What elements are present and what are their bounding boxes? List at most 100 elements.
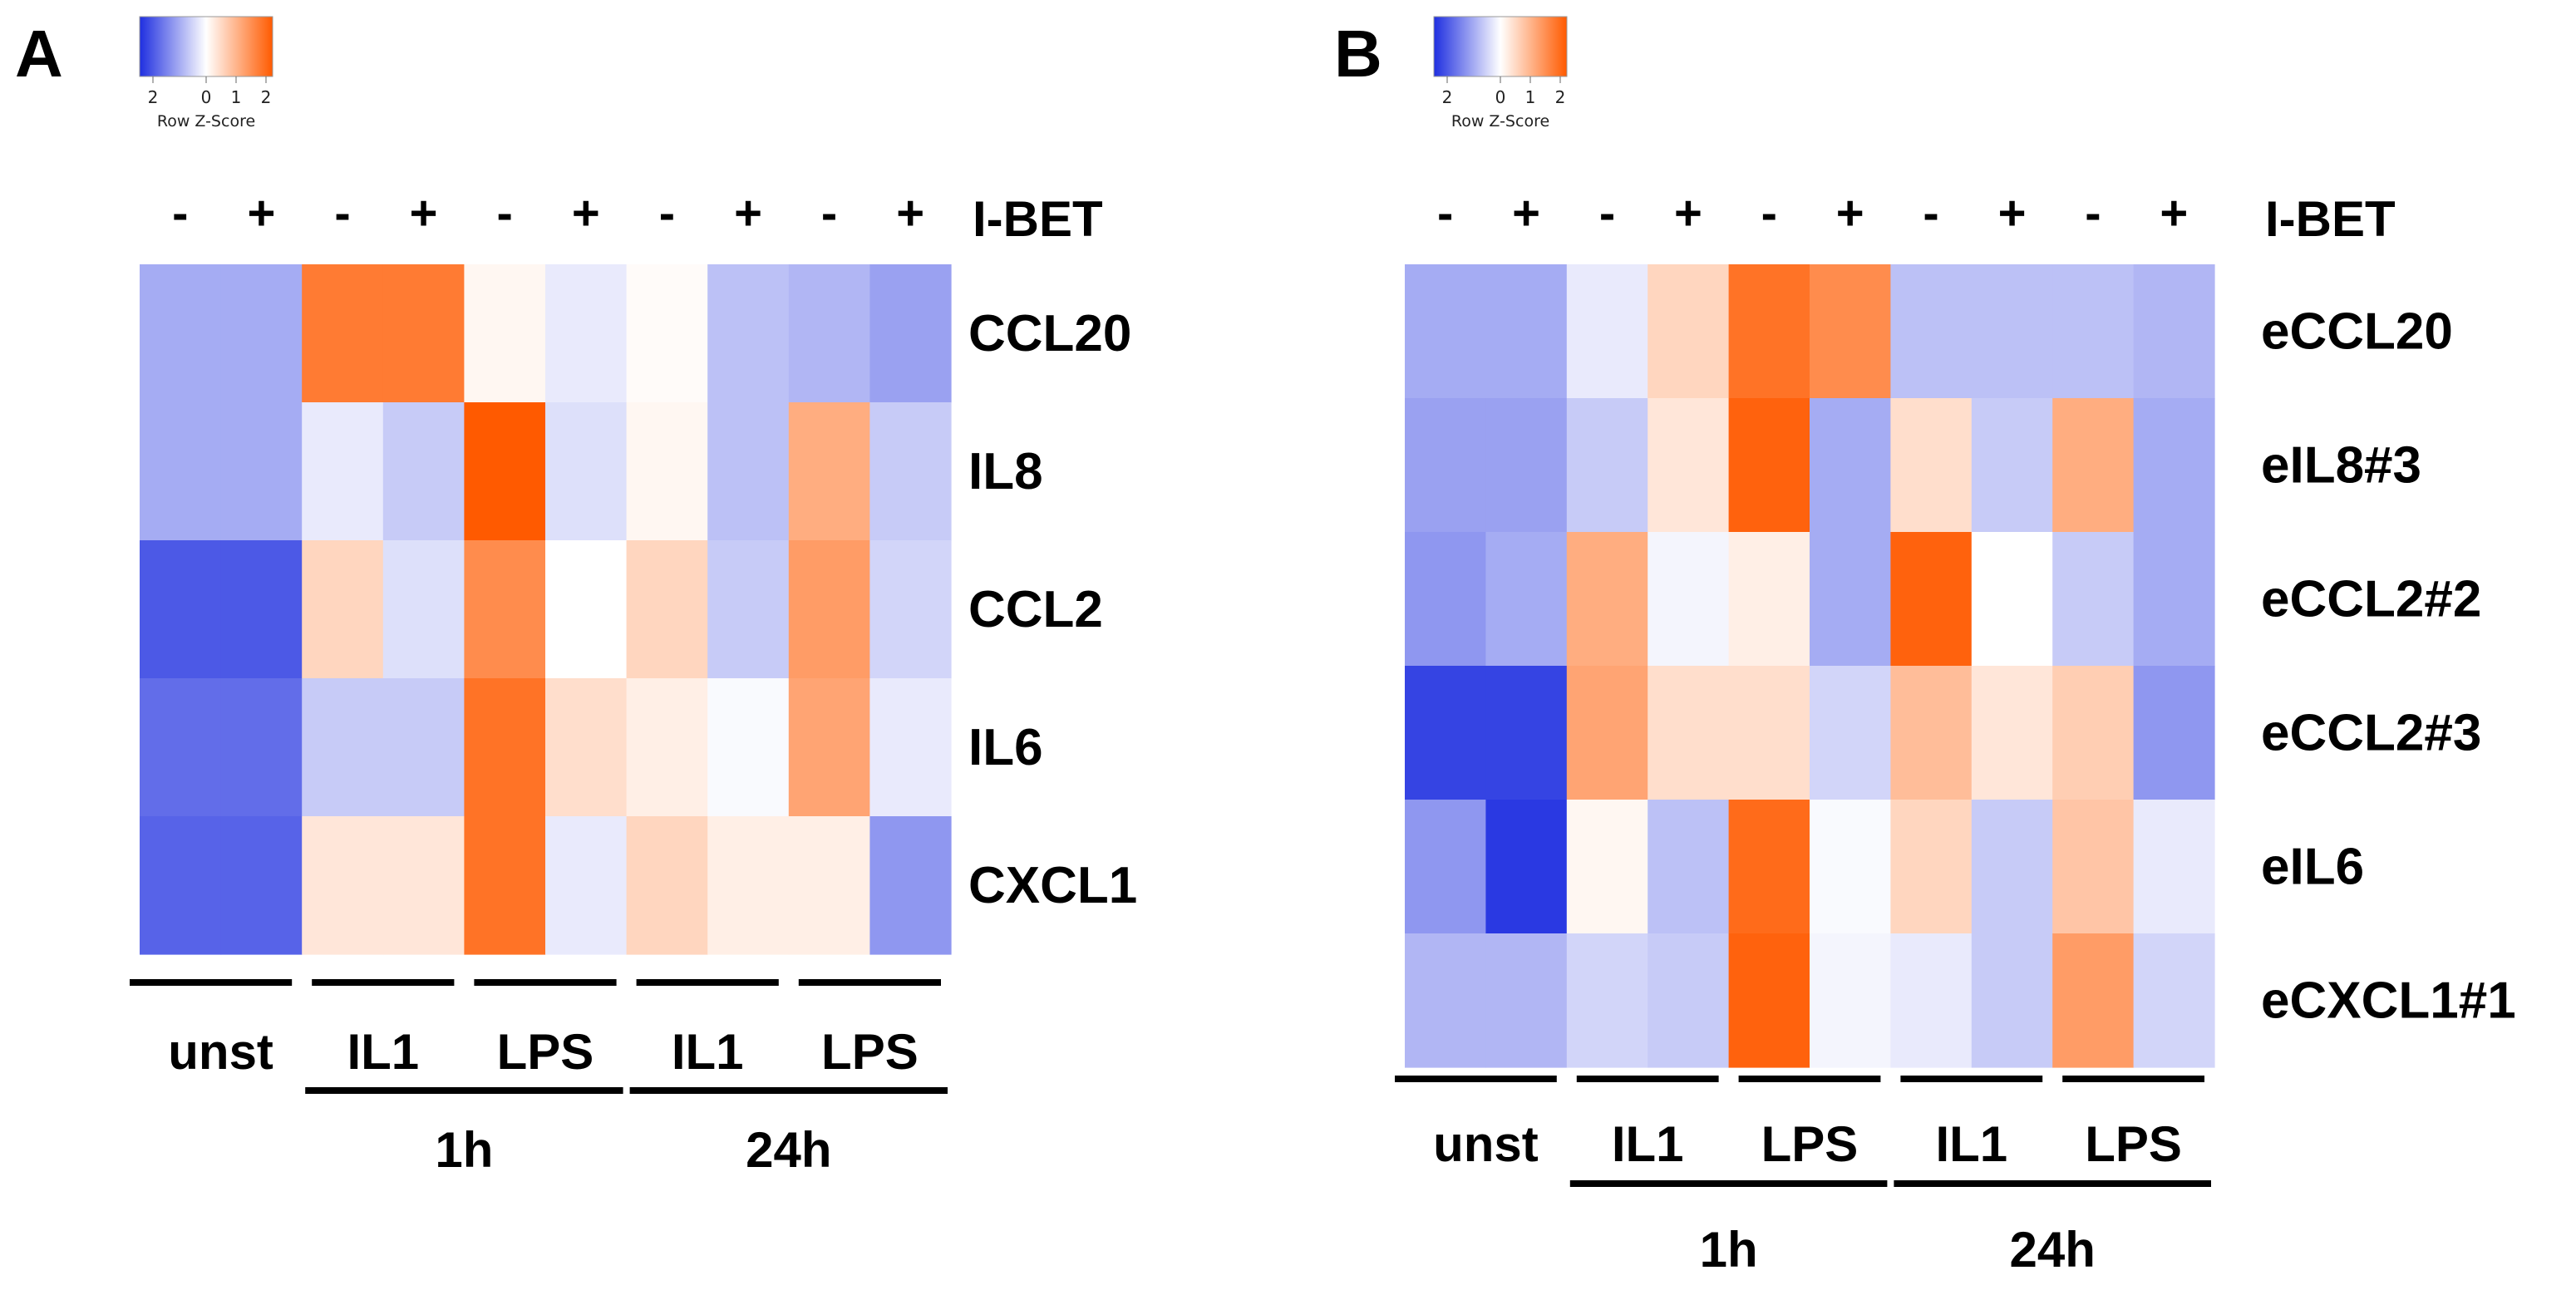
panel-a-cell: [302, 402, 384, 541]
panel-a-cell: [140, 402, 222, 541]
panel-b-cell: [1810, 532, 1891, 667]
panel-b-group-label: LPS: [2085, 1116, 2182, 1172]
panel-a-cell: [707, 678, 790, 817]
panel-a-treatment-sign: +: [572, 186, 600, 240]
panel-b-cell: [1810, 933, 1891, 1068]
panel-a-cell: [788, 264, 870, 403]
panel-b-row-labels: eCCL20 eIL8#3 eCCL2#2 eCCL2#3 eIL6 eCXCL1#1: [2261, 303, 2516, 1030]
panel-b-cell: [1405, 666, 1486, 800]
panel-a-treatment-sign: -: [821, 186, 837, 240]
panel-a-color-key-tick: 2: [261, 87, 272, 107]
panel-b-cell: [1648, 532, 1730, 667]
panel-a-treatment-sign: +: [410, 186, 438, 240]
panel-b-label: B: [1334, 17, 1382, 91]
panel-a-cell: [869, 540, 952, 679]
panel-b-treatment-sign: -: [1437, 186, 1453, 240]
panel-a-color-key-tick: 1: [231, 87, 242, 107]
panel-b-cell: [1566, 933, 1648, 1068]
panel-a-treatment-sign: -: [659, 186, 675, 240]
panel-a-color-key-tick: 0: [201, 87, 212, 107]
panel-a-cell: [382, 264, 465, 403]
panel-b-cell: [1971, 666, 2053, 800]
panel-a-treatment-label: I-BET: [973, 191, 1103, 247]
panel-b-cell: [1728, 800, 1810, 934]
panel-b-treatment-sign: +: [1836, 186, 1864, 240]
panel-b-group-label: IL1: [1612, 1116, 1684, 1172]
panel-b-cell: [2052, 532, 2135, 667]
panel-b-cell: [1648, 666, 1730, 800]
panel-a-cell: [140, 678, 222, 817]
panel-a-cell: [545, 402, 628, 541]
panel-a-cell: [464, 540, 546, 679]
panel-a-cell: [382, 540, 465, 679]
panel-b-row-label: eIL8#3: [2261, 437, 2421, 495]
panel-a-cell: [302, 540, 384, 679]
panel-b-cell: [2052, 398, 2135, 533]
panel-a-treatment-sign: -: [497, 186, 513, 240]
panel-a-cell: [707, 816, 790, 955]
panel-a-row-label: CXCL1: [968, 857, 1137, 914]
panel-a-cell: [707, 540, 790, 679]
panel-a-row-label: IL8: [968, 443, 1043, 500]
panel-b-treatment-sign: -: [1599, 186, 1615, 240]
panel-a-cell: [545, 678, 628, 817]
panel-a-row-label: CCL20: [968, 305, 1131, 362]
panel-b-cell: [1971, 532, 2053, 667]
panel-b-cell: [1405, 800, 1486, 934]
panel-b-cell: [2133, 398, 2215, 533]
panel-b-cell: [2133, 933, 2215, 1068]
panel-a-cell: [788, 402, 870, 541]
panel-b-cell: [1485, 800, 1568, 934]
panel-a-cell: [382, 678, 465, 817]
panel-b-cell: [1890, 666, 1973, 800]
panel-a-cell: [626, 264, 708, 403]
panel-b-cell: [2052, 800, 2135, 934]
panel-b-cell: [1405, 933, 1486, 1068]
panel-a-treatment-sign: +: [247, 186, 275, 240]
panel-b-cell: [1890, 933, 1973, 1068]
panel-b-cell: [1566, 666, 1648, 800]
panel-a-group-label: LPS: [821, 1024, 919, 1080]
panel-a-group-label: IL1: [347, 1024, 419, 1080]
panel-a-cell: [626, 816, 708, 955]
panel-a-color-key-bar: [139, 16, 273, 77]
panel-b-group-label: unst: [1433, 1116, 1539, 1172]
panel-a-cell: [869, 678, 952, 817]
panel-a-cell: [626, 678, 708, 817]
panel-b-time-label: 1h: [1700, 1222, 1758, 1278]
panel-a-cell: [302, 816, 384, 955]
panel-a-cell: [220, 402, 303, 541]
panel-a-cell: [626, 402, 708, 541]
panel-b-cell: [1971, 800, 2053, 934]
panel-b-cell: [1728, 666, 1810, 800]
panel-a-treatment-sign: -: [334, 186, 350, 240]
panel-b-cell: [1810, 398, 1891, 533]
panel-a-cell: [788, 540, 870, 679]
panel-a-cell: [788, 678, 870, 817]
panel-b-treatment-sign: -: [1923, 186, 1938, 240]
panel-b-cell: [1405, 264, 1486, 399]
panel-a-heatmap-cells: [140, 264, 952, 955]
panel-b-treatment-sign: +: [1512, 186, 1540, 240]
panel-b-cell: [1810, 666, 1891, 800]
panel-a-cell: [545, 540, 628, 679]
panel-b-cell: [2133, 800, 2215, 934]
panel-b-cell: [1890, 532, 1973, 667]
panel-b-cell: [2133, 666, 2215, 800]
panel-b-cell: [1810, 264, 1891, 399]
panel-a-cell: [220, 264, 303, 403]
panel-a-cell: [220, 678, 303, 817]
panel-a-color-key-title: Row Z-Score: [157, 112, 255, 130]
panel-b-color-key-tick: 2: [1555, 87, 1566, 107]
panel-b-row-label: eCXCL1#1: [2261, 972, 2516, 1030]
panel-a-treatment-signs: - + - + - + - + - +: [172, 186, 924, 240]
panel-b-cell: [1485, 666, 1568, 800]
panel-a-cell: [869, 816, 952, 955]
panel-b-treatment-sign: -: [2085, 186, 2101, 240]
panel-b-heatmap-cells: [1405, 264, 2215, 1068]
panel-a-group-label: IL1: [672, 1024, 744, 1080]
panel-b-cell: [1971, 264, 2053, 399]
